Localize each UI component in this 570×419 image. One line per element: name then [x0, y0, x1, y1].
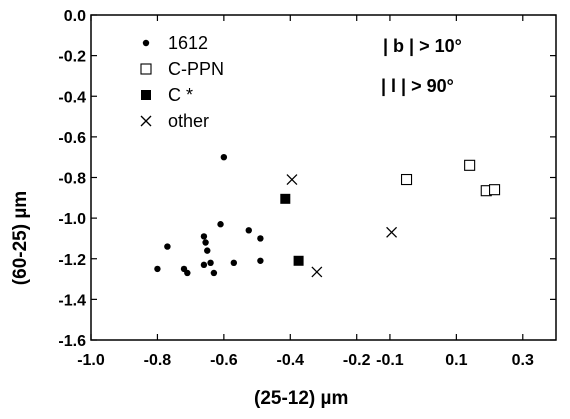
legend-label-other: other — [168, 111, 209, 131]
y-tick-label: -1.4 — [58, 292, 86, 309]
y-tick-label: 0.0 — [64, 8, 86, 25]
point-1612 — [207, 260, 213, 266]
point-1612 — [201, 233, 207, 239]
y-tick-label: -1.6 — [58, 333, 86, 350]
x-tick-label: -0.2 — [343, 352, 371, 369]
point-c-ppn — [402, 175, 412, 185]
series-c — [280, 194, 303, 266]
point-c — [294, 256, 304, 266]
legend-marker-c-star — [141, 90, 151, 100]
x-tick-label: -0.4 — [276, 352, 304, 369]
x-axis-title: (25-12) µm — [254, 388, 348, 409]
point-1612 — [184, 270, 190, 276]
y-axis-ticks: 0.0 -0.2 -0.4 -0.6 -0.8 -1.0 -1.2 -1.4 -1.6 — [58, 8, 556, 350]
point-1612 — [211, 270, 217, 276]
annotation-b-latitude: | b | > 10° — [383, 36, 462, 56]
data-points — [154, 154, 499, 277]
point-c-ppn — [490, 185, 500, 195]
legend-label-c-ppn: C-PPN — [168, 59, 224, 79]
point-1612 — [164, 243, 170, 249]
y-tick-label: -1.0 — [58, 211, 86, 228]
point-1612 — [221, 154, 227, 160]
y-tick-label: -1.2 — [58, 252, 86, 269]
legend-marker-other — [141, 116, 151, 126]
y-tick-label: -0.6 — [58, 130, 86, 147]
point-1612 — [257, 235, 263, 241]
legend-symbol-c — [141, 90, 151, 100]
y-tick-label: -0.4 — [58, 89, 86, 106]
point-1612 — [231, 260, 237, 266]
point-1612 — [257, 258, 263, 264]
annotation-l-longitude: | l | > 90° — [381, 76, 454, 96]
legend-label-c-star: C * — [168, 85, 193, 105]
y-tick-label: -0.2 — [58, 49, 86, 66]
legend-marker-1612 — [143, 40, 149, 46]
series-1612 — [154, 154, 263, 276]
point-1612 — [246, 227, 252, 233]
point-other — [312, 267, 322, 277]
point-1612 — [217, 221, 223, 227]
series-c-ppn — [402, 160, 500, 195]
point-1612 — [204, 247, 210, 253]
x-tick-label: 0.1 — [445, 352, 467, 369]
plot-frame — [91, 15, 556, 340]
legend-symbol-1612 — [143, 40, 149, 46]
legend-symbol-other — [141, 116, 151, 126]
y-axis-title: (60-25) µm — [10, 191, 31, 285]
point-c-ppn — [465, 160, 475, 170]
point-c — [280, 194, 290, 204]
legend: 1612 C-PPN C * other — [141, 33, 224, 131]
legend-symbol-c-ppn — [141, 64, 151, 74]
point-1612 — [154, 266, 160, 272]
x-tick-label: 0.3 — [512, 352, 534, 369]
x-tick-label: -1.0 — [77, 352, 105, 369]
point-other — [287, 175, 297, 185]
y-tick-label: -0.8 — [58, 171, 86, 188]
point-1612 — [201, 262, 207, 268]
point-1612 — [202, 239, 208, 245]
legend-label-1612: 1612 — [168, 33, 208, 53]
x-tick-label: -0.1 — [376, 352, 404, 369]
legend-marker-c-ppn — [141, 64, 151, 74]
point-other — [387, 227, 397, 237]
x-tick-label: -0.6 — [210, 352, 238, 369]
x-tick-label: -0.8 — [144, 352, 172, 369]
